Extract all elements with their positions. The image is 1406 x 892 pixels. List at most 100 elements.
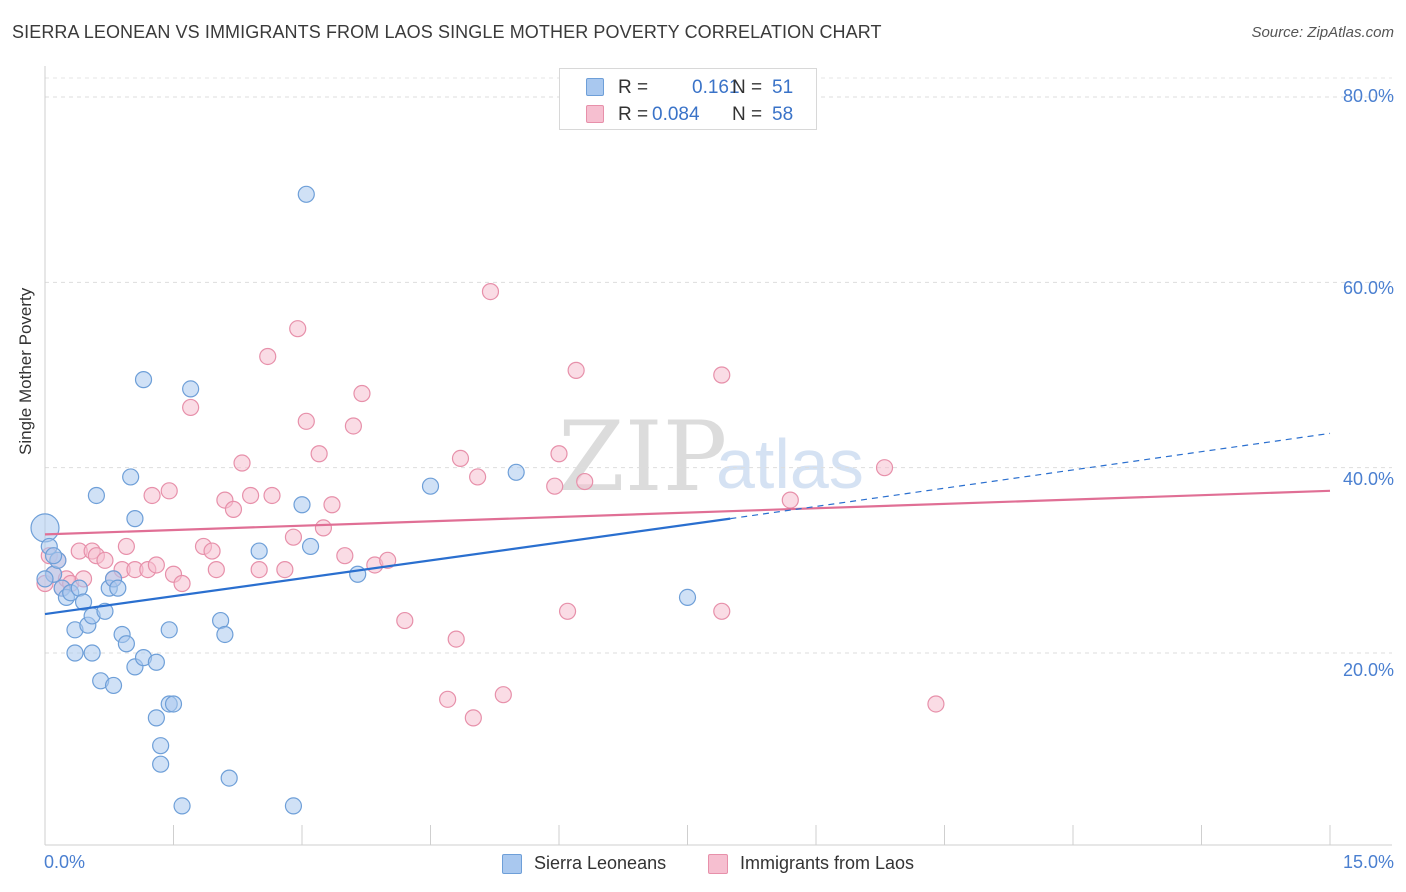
sierra-leonean-point — [220, 769, 238, 787]
sierra-leonean-point — [44, 547, 63, 565]
laos-point — [297, 412, 315, 430]
laos-point — [284, 528, 303, 546]
laos-point — [713, 602, 731, 620]
sierra-leonean-point — [678, 588, 697, 607]
laos-point — [781, 491, 799, 509]
gridlines — [45, 77, 1392, 654]
legend-n-value: 51 — [772, 77, 794, 98]
laos-point — [203, 542, 221, 560]
y-tick-80: 80.0% — [1342, 86, 1394, 106]
bottom-legend-swatch-pink — [708, 854, 728, 874]
sierra-leonean-point — [83, 644, 101, 662]
laos-point — [96, 551, 114, 569]
laos-point — [207, 560, 225, 579]
laos-point — [336, 547, 354, 565]
laos-point — [481, 283, 500, 301]
sierra-leonean-point — [182, 380, 200, 398]
chart-title: SIERRA LEONEAN VS IMMIGRANTS FROM LAOS S… — [12, 22, 882, 42]
sierra-leonean-point — [301, 537, 320, 556]
sierra-leonean-point — [30, 513, 60, 543]
sierra-leonean-point — [74, 593, 93, 611]
laos-point — [224, 500, 243, 518]
laos-trend-line — [44, 489, 1331, 536]
sierra-leonean-point — [160, 621, 178, 639]
legend-n-label: N = — [732, 77, 763, 98]
sierra-leonean-point — [152, 737, 170, 755]
laos-point — [464, 709, 482, 727]
laos-point — [546, 477, 564, 495]
laos-point — [494, 686, 512, 704]
sierra-leonean-point — [104, 676, 123, 695]
laos-point — [344, 417, 362, 435]
laos-point — [439, 690, 457, 708]
sierra-leonean-point — [152, 755, 170, 773]
sierra-leonean-point — [507, 463, 525, 481]
laos-point — [233, 454, 251, 472]
laos-point — [276, 560, 294, 579]
bottom-legend-swatch-blue — [502, 854, 522, 874]
sierra-leonean-point — [122, 468, 140, 486]
y-tick-20: 20.0% — [1342, 660, 1394, 680]
laos-point — [323, 496, 341, 514]
laos-point — [353, 384, 371, 403]
legend-n-label: N = — [732, 104, 763, 125]
laos-point — [469, 468, 487, 486]
laos-point — [550, 445, 568, 463]
sierra-leonean-point — [66, 644, 84, 662]
trend-lines — [44, 432, 1331, 616]
laos-points — [36, 283, 945, 727]
correlation-legend: R = 0.161 N = 51 R = 0.084 N = 58 — [559, 68, 817, 130]
laos-point — [289, 320, 307, 338]
laos-point — [259, 347, 277, 366]
y-tick-60: 60.0% — [1342, 278, 1394, 298]
legend-swatch-blue — [586, 78, 604, 96]
legend-n-value: 58 — [772, 104, 794, 125]
legend-swatch-pink — [586, 105, 604, 123]
laos-point — [379, 551, 397, 569]
laos-point — [310, 445, 328, 463]
laos-point — [875, 459, 894, 477]
laos-point — [263, 486, 281, 505]
sierra-leonean-point — [134, 371, 153, 389]
laos-point — [147, 556, 165, 574]
laos-point — [451, 449, 470, 467]
laos-point — [576, 472, 594, 491]
sierra-leonean-points — [30, 185, 697, 815]
sierra-leonean-point — [87, 486, 106, 505]
sierra-leonean-point — [147, 653, 165, 671]
sierra-leonean-point — [421, 477, 440, 495]
sierra-leonean-point — [173, 797, 191, 815]
watermark: ZIP atlas — [558, 401, 864, 513]
legend-r-label: R = — [618, 104, 649, 125]
legend-r-value: 0.161 — [692, 77, 740, 98]
sierra-leonean-point — [293, 496, 311, 514]
laos-point — [143, 486, 161, 505]
laos-point — [927, 695, 945, 713]
laos-point — [713, 366, 731, 384]
sierra-leonean-trend-extension — [730, 432, 1331, 520]
laos-point — [567, 361, 585, 379]
laos-point — [314, 519, 333, 537]
watermark-atlas: atlas — [716, 425, 864, 503]
laos-point — [160, 482, 178, 500]
axes — [44, 66, 1392, 846]
sierra-leonean-point — [349, 565, 367, 583]
laos-point — [117, 537, 135, 556]
laos-point — [558, 602, 577, 620]
laos-point — [242, 486, 260, 505]
x-tick-max: 15.0% — [1342, 852, 1394, 872]
sierra-leonean-trend-line — [44, 517, 731, 616]
sierra-leonean-point — [216, 625, 234, 644]
sierra-leonean-point — [250, 542, 268, 560]
sierra-leonean-point — [36, 570, 54, 588]
sierra-leonean-point — [297, 185, 315, 203]
laos-point — [396, 611, 414, 630]
bottom-legend-label: Sierra Leoneans — [534, 853, 667, 873]
legend-r-value: 0.084 — [652, 104, 700, 125]
laos-point — [173, 574, 191, 593]
sierra-leonean-point — [147, 709, 165, 727]
y-tick-40: 40.0% — [1342, 469, 1394, 489]
watermark-zip: ZIP — [558, 401, 727, 513]
sierra-leonean-point — [164, 695, 183, 713]
